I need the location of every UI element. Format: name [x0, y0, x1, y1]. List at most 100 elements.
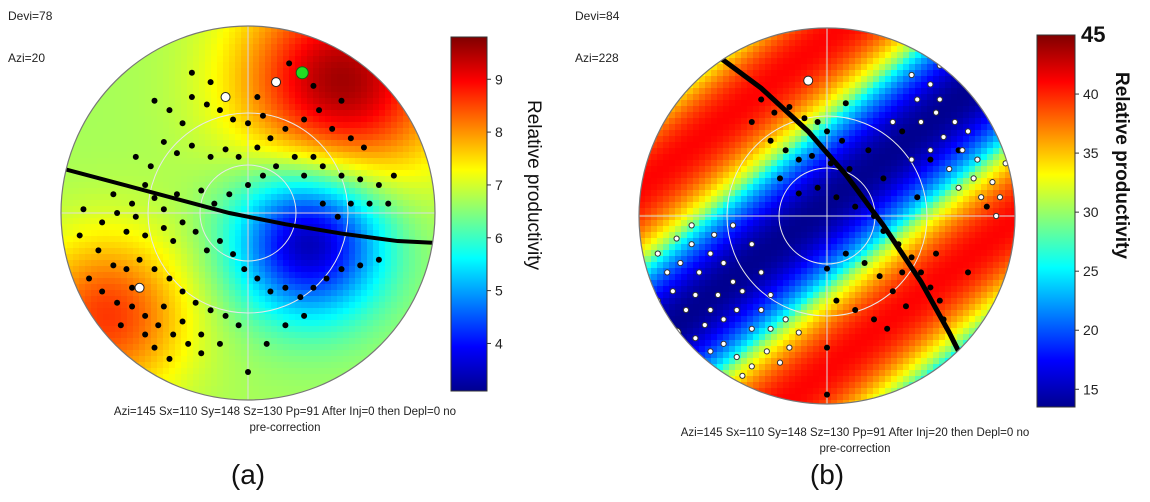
- field-cell: [319, 104, 326, 111]
- field-cell: [67, 158, 74, 165]
- field-cell: [235, 74, 242, 81]
- field-cell: [897, 100, 904, 107]
- field-cell: [837, 34, 844, 41]
- field-cell: [277, 326, 284, 333]
- field-cell: [789, 34, 796, 41]
- field-cell: [921, 46, 928, 53]
- field-cell: [657, 142, 664, 149]
- field-cell: [223, 128, 230, 135]
- field-cell: [735, 34, 742, 41]
- field-cell: [795, 58, 802, 65]
- field-cell: [73, 272, 80, 279]
- data-point: [347, 135, 354, 142]
- field-cell: [325, 188, 332, 195]
- field-cell: [211, 146, 218, 153]
- field-cell: [993, 178, 1000, 185]
- field-cell: [127, 164, 134, 171]
- field-cell: [241, 56, 248, 63]
- field-cell: [103, 206, 110, 213]
- field-cell: [223, 350, 230, 357]
- field-cell: [265, 332, 272, 339]
- field-cell: [331, 152, 338, 159]
- field-cell: [295, 290, 302, 297]
- field-cell: [223, 272, 230, 279]
- field-cell: [253, 266, 260, 273]
- field-cell: [831, 64, 838, 71]
- field-cell: [313, 206, 320, 213]
- field-cell: [205, 380, 212, 387]
- data-point: [132, 153, 139, 160]
- field-cell: [337, 350, 344, 357]
- field-cell: [337, 86, 344, 93]
- field-cell: [391, 248, 398, 255]
- field-cell: [361, 338, 368, 345]
- field-cell: [133, 296, 140, 303]
- field-cell: [61, 218, 68, 225]
- field-cell: [999, 178, 1006, 185]
- field-cell: [265, 194, 272, 201]
- field-cell: [861, 124, 868, 131]
- field-cell: [223, 194, 230, 201]
- field-cell: [247, 146, 254, 153]
- field-cell: [199, 338, 206, 345]
- field-cell: [187, 86, 194, 93]
- field-cell: [951, 148, 958, 155]
- field-cell: [747, 70, 754, 77]
- field-cell: [747, 100, 754, 107]
- field-cell: [199, 278, 206, 285]
- field-cell: [307, 332, 314, 339]
- field-cell: [235, 332, 242, 339]
- field-cell: [241, 146, 248, 153]
- field-cell: [295, 158, 302, 165]
- field-cell: [915, 148, 922, 155]
- field-cell: [945, 160, 952, 167]
- field-cell: [711, 142, 718, 149]
- field-cell: [115, 140, 122, 147]
- field-cell: [397, 242, 404, 249]
- field-cell: [283, 350, 290, 357]
- field-cell: [687, 166, 694, 173]
- field-cell: [777, 142, 784, 149]
- field-cell: [663, 130, 670, 137]
- field-cell: [879, 130, 886, 137]
- field-cell: [295, 242, 302, 249]
- field-cell: [61, 260, 68, 267]
- field-cell: [127, 224, 134, 231]
- field-cell: [235, 254, 242, 261]
- field-cell: [705, 100, 712, 107]
- field-cell: [741, 184, 748, 191]
- field-cell: [969, 166, 976, 173]
- field-cell: [879, 124, 886, 131]
- field-cell: [783, 142, 790, 149]
- field-cell: [349, 110, 356, 117]
- field-cell: [867, 178, 874, 185]
- field-cell: [169, 224, 176, 231]
- field-cell: [747, 160, 754, 167]
- field-cell: [91, 218, 98, 225]
- field-cell: [765, 46, 772, 53]
- field-cell: [361, 92, 368, 99]
- field-cell: [373, 266, 380, 273]
- field-cell: [115, 254, 122, 261]
- field-cell: [735, 64, 742, 71]
- field-cell: [181, 80, 188, 87]
- field-cell: [921, 40, 928, 47]
- field-cell: [229, 260, 236, 267]
- data-point: [259, 172, 266, 179]
- field-cell: [253, 308, 260, 315]
- field-cell: [151, 38, 158, 45]
- field-cell: [331, 92, 338, 99]
- field-cell: [397, 104, 404, 111]
- field-cell: [397, 140, 404, 147]
- field-cell: [385, 206, 392, 213]
- field-cell: [867, 46, 874, 53]
- field-cell: [723, 76, 730, 83]
- field-cell: [301, 386, 308, 393]
- data-point: [166, 107, 173, 114]
- field-cell: [373, 332, 380, 339]
- field-cell: [385, 272, 392, 279]
- field-cell: [127, 332, 134, 339]
- field-cell: [211, 32, 218, 39]
- field-cell: [193, 332, 200, 339]
- field-cell: [795, 136, 802, 143]
